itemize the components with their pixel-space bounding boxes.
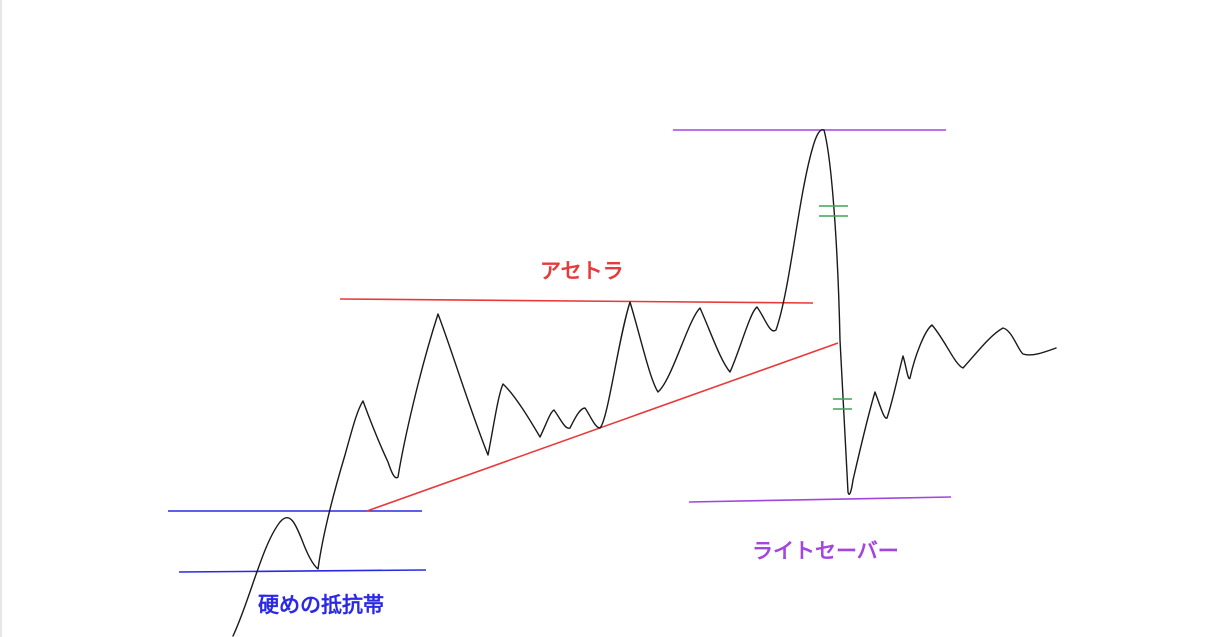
resistance-zone-lower-line	[178, 569, 427, 573]
price-line	[232, 128, 1057, 637]
lightsaber-label: ライトセーバー	[752, 539, 899, 563]
ascending-triangle-label: アセトラ	[540, 259, 624, 283]
equal-length-mark-lower	[833, 398, 852, 410]
ascending-triangle-resistance-line	[339, 298, 814, 304]
lightsaber-bottom-line	[688, 496, 952, 503]
ascending-triangle-support-line	[366, 342, 839, 512]
equal-length-mark-upper	[819, 205, 848, 217]
resistance-zone-label: 硬めの抵抗帯	[258, 593, 384, 617]
